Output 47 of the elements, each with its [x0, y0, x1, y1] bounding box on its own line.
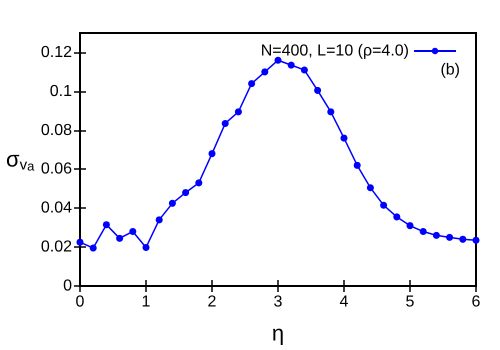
point [90, 244, 97, 252]
point [406, 222, 414, 230]
y-tick-label: 0.08 [40, 122, 72, 139]
point [288, 62, 295, 69]
point [116, 234, 124, 242]
y-tick-label: 0 [63, 278, 72, 294]
point [446, 234, 454, 241]
x-tick-label: 6 [472, 294, 481, 310]
x-tick-label: 5 [406, 294, 415, 310]
x-axis-title: η [272, 320, 284, 346]
point [156, 216, 163, 224]
y-tick-label: 0.02 [40, 238, 72, 256]
x-tick-label: 3 [274, 294, 283, 310]
point [195, 179, 202, 186]
x-tick-label: 1 [142, 294, 151, 310]
point [129, 228, 136, 236]
point [459, 236, 466, 243]
point [222, 120, 229, 127]
y-tick-label: 0.04 [40, 200, 72, 217]
point [208, 150, 216, 158]
point [182, 189, 190, 196]
y-tick-label: 0.1 [50, 82, 72, 100]
x-tick-label: 4 [340, 294, 349, 310]
point [327, 108, 334, 116]
x-tick-label: 0 [76, 294, 85, 310]
y-tick-label: 0.06 [40, 160, 72, 178]
point [432, 232, 440, 239]
point [300, 66, 308, 74]
point [472, 236, 480, 244]
point [314, 86, 322, 94]
point [102, 221, 110, 228]
point [76, 238, 84, 246]
point [366, 184, 374, 192]
point [393, 213, 400, 220]
x-tick-label: 2 [208, 294, 217, 310]
point [234, 108, 242, 116]
legend-label: N=400, L=10 (ρ=4.0) [260, 42, 409, 60]
point [340, 134, 348, 142]
point [168, 200, 176, 207]
point [261, 68, 268, 76]
annotation: (b) [440, 62, 460, 78]
point [142, 244, 150, 251]
point [248, 80, 256, 88]
point [354, 162, 361, 169]
y-tick-label: 0.12 [40, 44, 72, 61]
point [380, 202, 388, 209]
point [420, 228, 427, 236]
